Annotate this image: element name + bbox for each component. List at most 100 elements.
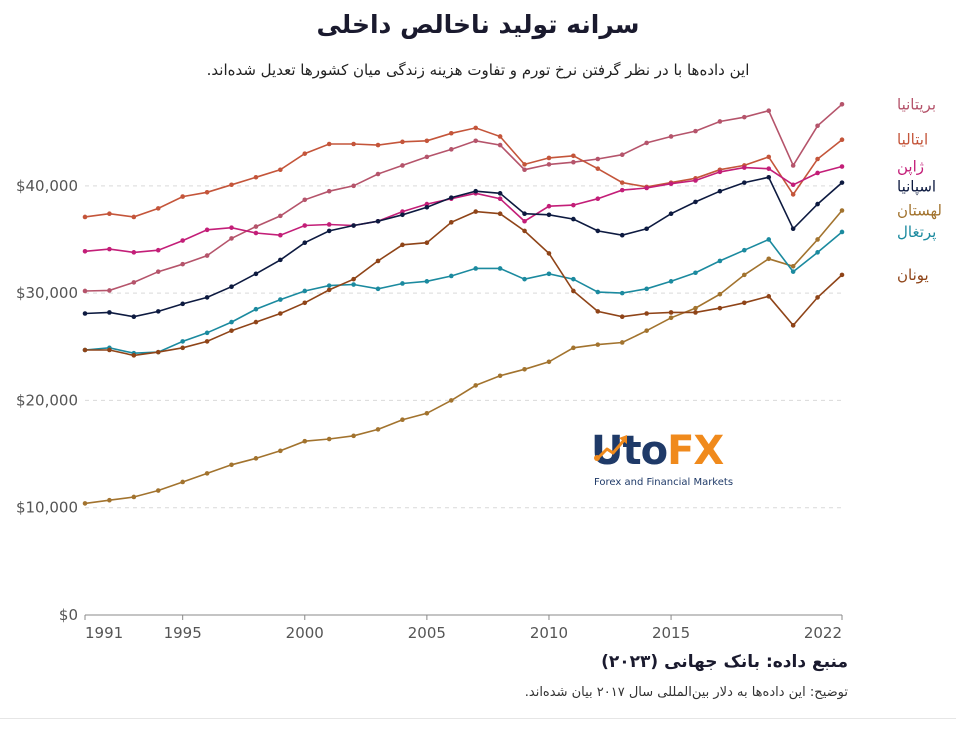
data-point [497, 134, 503, 139]
data-point [375, 142, 381, 148]
data-point [448, 220, 454, 225]
data-point [668, 279, 674, 284]
data-point [668, 310, 674, 315]
data-point [82, 214, 88, 220]
data-point [766, 166, 772, 171]
series-line [84, 103, 843, 292]
data-point [180, 194, 185, 199]
data-point [497, 266, 503, 271]
data-point [717, 119, 723, 124]
data-point [278, 257, 283, 263]
data-point [204, 339, 210, 344]
data-point [351, 183, 356, 189]
data-point [790, 226, 796, 232]
data-point [717, 291, 723, 297]
data-point [229, 328, 234, 333]
data-point [400, 212, 405, 218]
data-point [326, 228, 332, 234]
data-point [180, 238, 185, 243]
data-point [766, 294, 772, 299]
data-point [595, 196, 601, 202]
series-label: ایتالیا [897, 131, 928, 149]
data-point [82, 501, 88, 506]
data-point [424, 279, 430, 284]
data-point [82, 347, 88, 353]
series-line [84, 127, 843, 218]
data-point [131, 280, 137, 285]
data-point [229, 462, 234, 468]
data-point [326, 283, 332, 288]
data-point [180, 301, 185, 307]
data-point [400, 417, 405, 423]
data-point [278, 213, 283, 219]
data-point [155, 269, 161, 274]
series-label: لهستان [897, 202, 942, 220]
data-point [644, 226, 649, 232]
data-point [253, 306, 259, 312]
data-point [619, 180, 625, 185]
data-point [107, 211, 112, 217]
data-point [155, 247, 161, 253]
data-point [497, 191, 503, 196]
data-point [473, 209, 479, 214]
data-point [815, 201, 820, 207]
data-point [546, 359, 552, 365]
data-point [839, 208, 845, 213]
y-tick-label: $40,000 [16, 177, 78, 195]
data-point [253, 174, 259, 180]
x-tick-label: 2010 [530, 624, 568, 642]
y-tick-label: $30,000 [16, 284, 78, 302]
data-point [448, 273, 454, 279]
data-point [326, 188, 332, 194]
data-point [302, 438, 308, 444]
data-point [790, 163, 796, 168]
data-point [790, 192, 796, 197]
data-point [107, 310, 112, 315]
data-point [619, 314, 625, 320]
data-point [131, 250, 137, 255]
data-point [131, 494, 137, 500]
data-point [693, 270, 698, 276]
data-point [229, 182, 234, 188]
data-point [351, 433, 356, 439]
data-point [522, 367, 527, 372]
data-point [229, 284, 234, 289]
data-point [278, 167, 283, 173]
data-point [473, 138, 479, 144]
data-point [375, 286, 381, 292]
data-point [400, 209, 405, 214]
data-point [497, 142, 503, 148]
data-point [644, 286, 649, 292]
data-point [815, 237, 820, 242]
data-point [839, 229, 845, 235]
data-point [400, 163, 405, 168]
data-point [204, 227, 210, 233]
data-point [522, 276, 527, 282]
data-point [595, 166, 601, 171]
data-point [839, 164, 845, 169]
data-point [839, 137, 845, 142]
data-point [326, 222, 332, 227]
data-point [400, 139, 405, 145]
data-point [155, 488, 161, 493]
data-point [595, 156, 601, 162]
data-point [693, 310, 698, 315]
logo-tagline: Forex and Financial Markets [594, 477, 734, 488]
data-point [326, 287, 332, 293]
data-point [815, 295, 820, 300]
data-point [351, 223, 356, 228]
data-point [766, 237, 772, 242]
data-source: منبع داده: بانک جهانی (۲۰۲۳) [601, 652, 848, 672]
data-point [424, 240, 430, 245]
x-tick-label: 2005 [408, 624, 446, 642]
data-point [107, 246, 112, 252]
grid-layer [85, 185, 842, 509]
data-point [839, 272, 845, 278]
data-point [619, 152, 625, 158]
data-point [595, 342, 601, 347]
data-point [571, 159, 576, 165]
data-point [571, 216, 576, 222]
chart-title: سرانه تولید ناخالص داخلی [316, 10, 640, 39]
